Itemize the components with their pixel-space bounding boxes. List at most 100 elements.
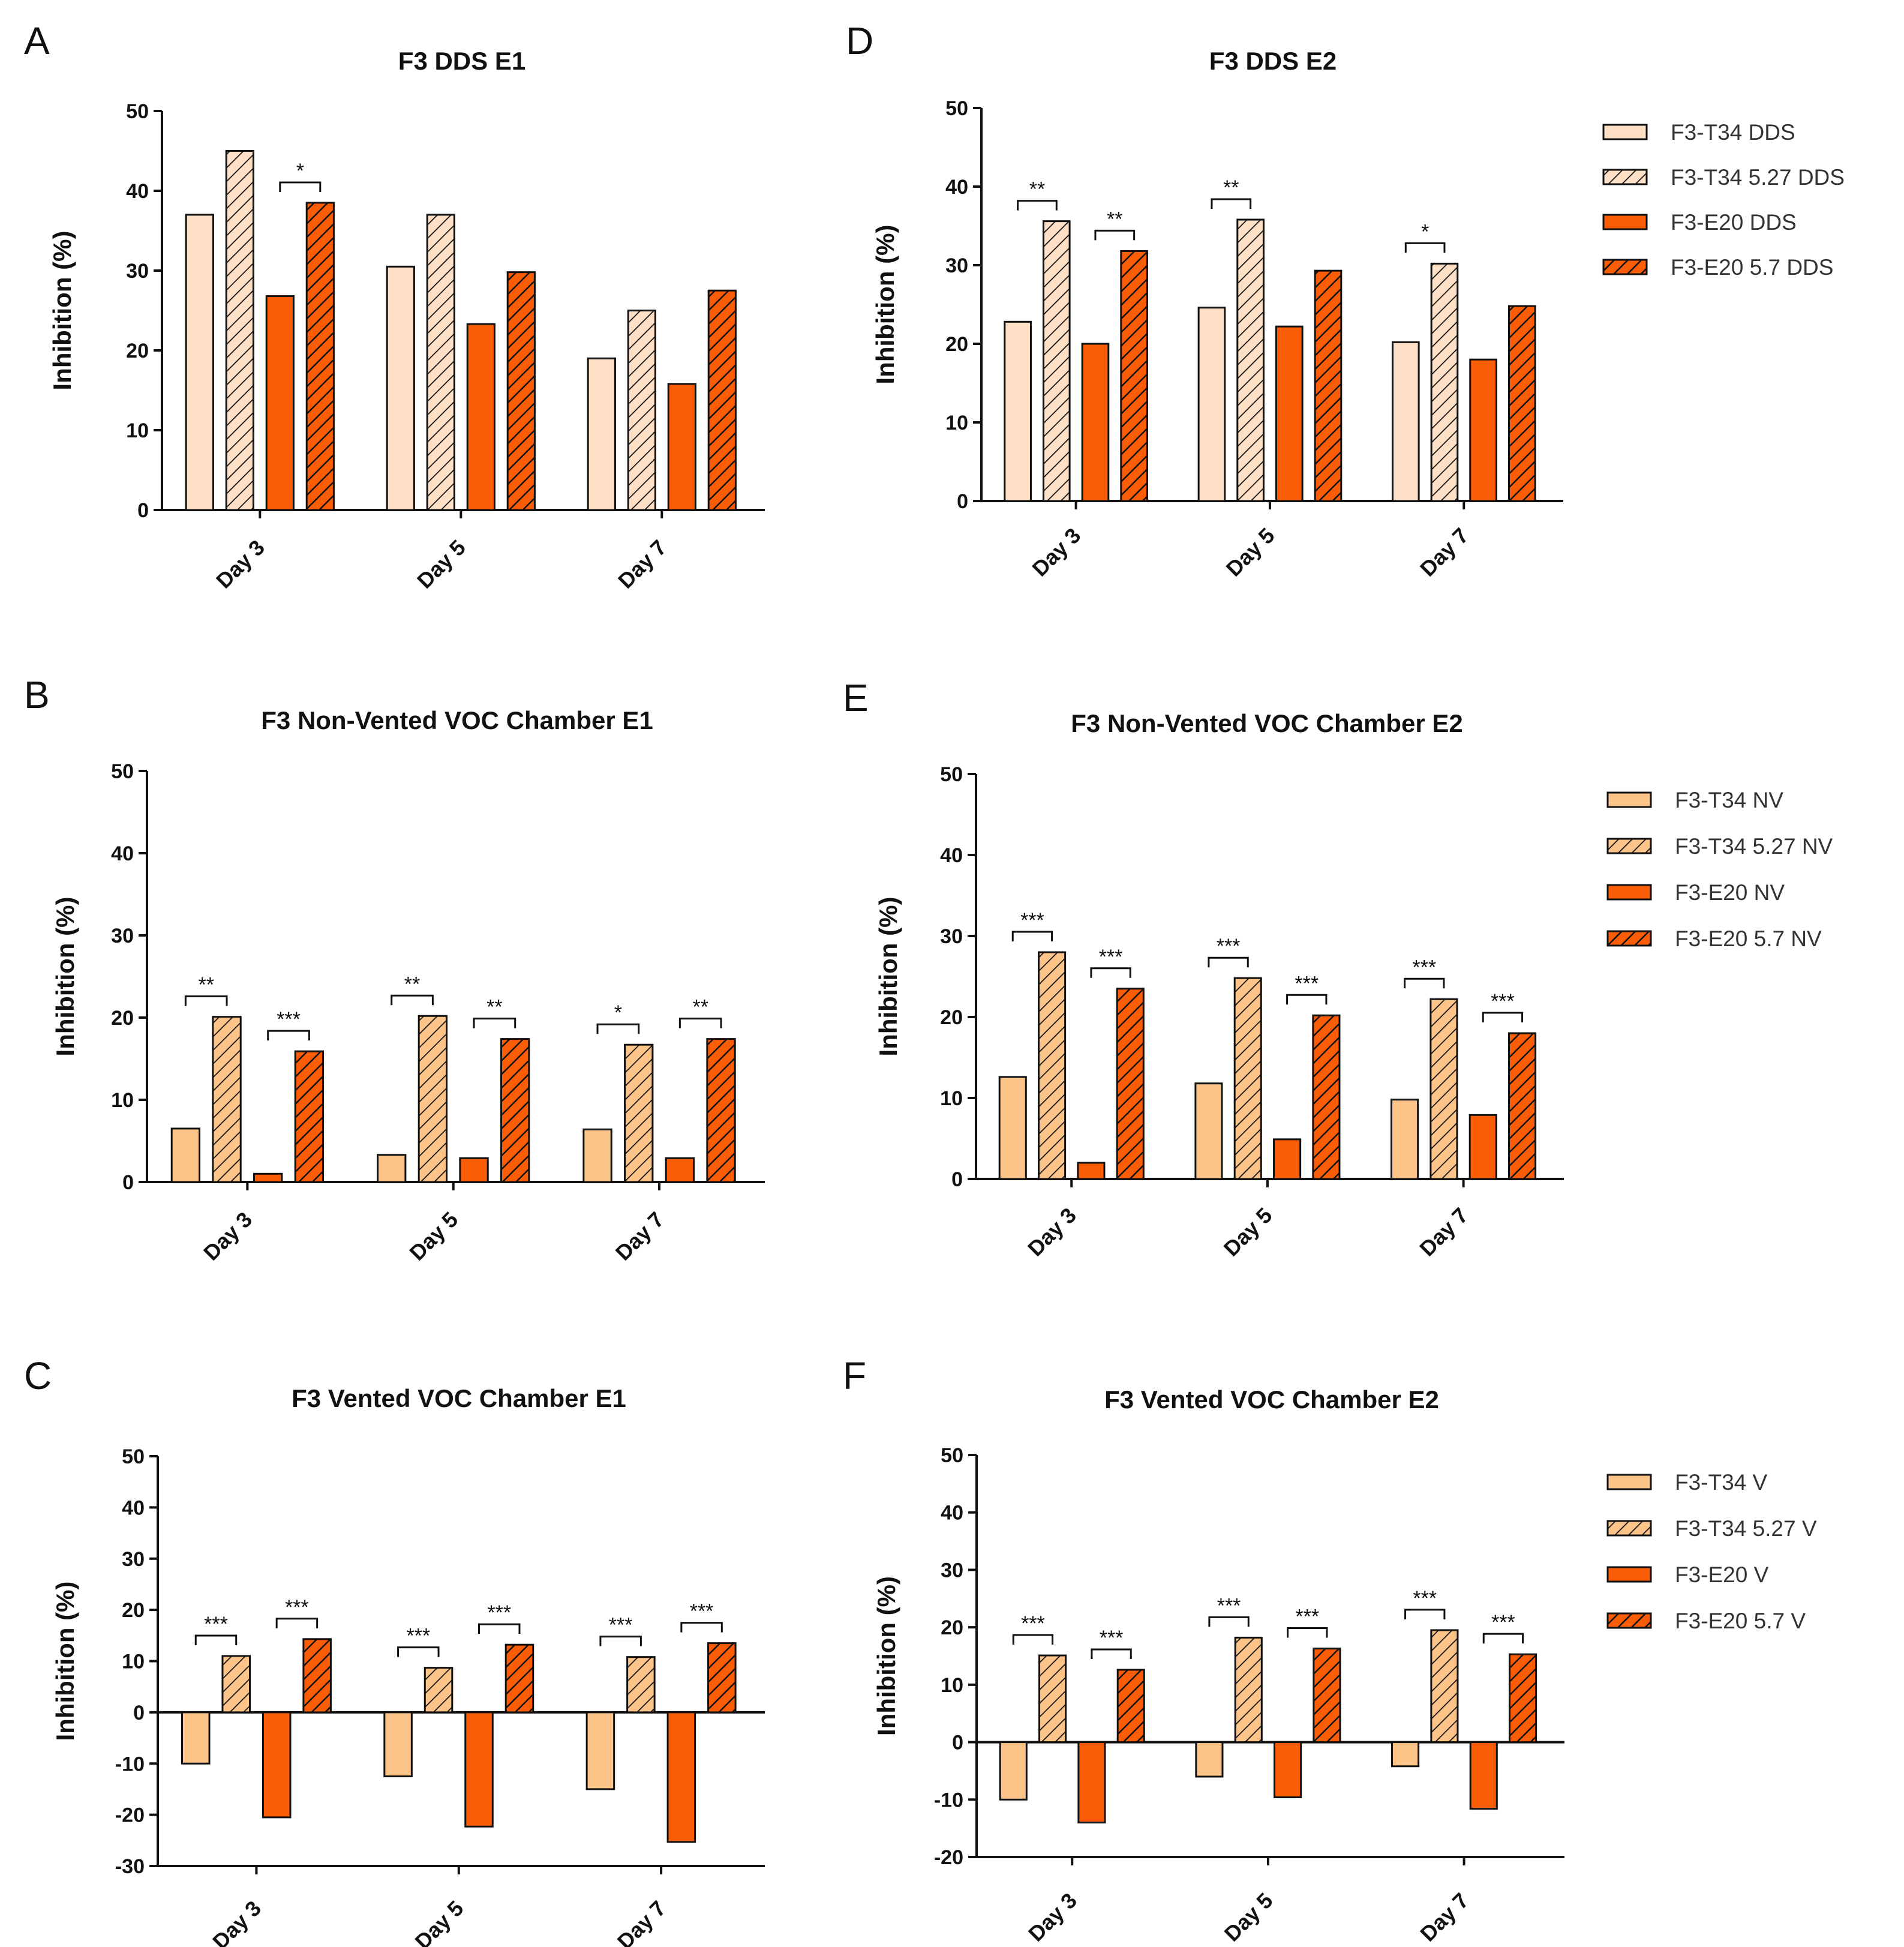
bar-e20-hatched — [707, 289, 737, 511]
x-tick-label: Day 5 — [412, 535, 470, 593]
bar-e20-hatched — [504, 1643, 534, 1714]
y-axis-label: Inhibition (%) — [871, 225, 899, 385]
significance-label: * — [296, 160, 304, 182]
bar-e20-hatched — [1312, 1014, 1341, 1180]
legend-swatch-e20-hatched — [1606, 1612, 1652, 1629]
y-tick-label: 50 — [111, 760, 134, 783]
y-axis-label: Inhibition (%) — [51, 1582, 79, 1741]
significance-bracket — [391, 994, 434, 1006]
y-tick-label: 0 — [133, 1702, 145, 1724]
significance-bracket — [194, 1634, 238, 1645]
significance-label: *** — [609, 1614, 633, 1637]
bar-t34-hatched — [1430, 262, 1459, 502]
significance-label: *** — [1295, 972, 1319, 995]
significance-label: *** — [1217, 935, 1241, 958]
legend-label: F3-T34 5.27 DDS — [1671, 165, 1845, 190]
bar-t34-hatched — [624, 1043, 654, 1183]
significance-label: *** — [1100, 1627, 1124, 1649]
panel-d: D F3 DDS E2 Inhibition (%) 0 10 20 30 40 50 Day 3… — [846, 19, 1845, 581]
significance-label: *** — [1021, 1612, 1045, 1635]
significance-bracket — [1482, 1012, 1524, 1022]
bar-e20-hatched — [1313, 1648, 1341, 1744]
bar-e20 — [262, 1711, 292, 1819]
significance-label: ** — [198, 974, 214, 997]
significance-label: *** — [1491, 990, 1515, 1013]
legend-label: F3-E20 V — [1675, 1562, 1769, 1587]
bar-t34-hatched — [1233, 977, 1262, 1180]
significance-label: ** — [1107, 208, 1122, 230]
y-tick-label: 10 — [940, 1087, 963, 1110]
bar-e20-hatched — [1509, 1653, 1537, 1744]
y-tick-label: 30 — [126, 260, 149, 283]
bar-e20 — [459, 1157, 489, 1183]
legend-swatch-t34 — [1602, 124, 1648, 140]
panel-f: F F3 Vented VOC Chamber E2 Inhibition (%) -… — [843, 1354, 1817, 1946]
chart-title: F3 DDS E1 — [398, 47, 525, 75]
bar-t34-hatched — [627, 310, 656, 511]
y-tick-label: -10 — [115, 1753, 145, 1775]
legend-swatch-e20-hatched — [1606, 930, 1652, 947]
bar-t34-hatched — [1038, 1654, 1067, 1744]
y-tick-label: 0 — [137, 499, 149, 522]
significance-label: ** — [1029, 178, 1045, 201]
bar-e20 — [1469, 358, 1497, 502]
y-tick-label: 30 — [940, 925, 963, 948]
legend-swatch-t34-hatched — [1606, 838, 1652, 854]
legend-swatch-t34-hatched — [1606, 1520, 1652, 1537]
bar-t34 — [181, 1711, 211, 1765]
significance-bracket — [1091, 1648, 1132, 1659]
bar-t34-hatched — [1430, 1629, 1459, 1744]
significance-bracket — [397, 1646, 440, 1657]
y-tick-label: 40 — [940, 844, 963, 867]
legend-label: F3-E20 5.7 V — [1675, 1609, 1806, 1633]
significance-bracket — [680, 1622, 723, 1633]
bar-t34-hatched — [1236, 218, 1265, 502]
significance-label: ** — [1223, 176, 1239, 199]
bar-e20-hatched — [1507, 305, 1536, 502]
bar-e20-hatched — [500, 1038, 530, 1183]
x-tick-label: Day 3 — [199, 1207, 257, 1265]
y-tick-label: 20 — [126, 340, 149, 362]
significance-bracket — [184, 995, 228, 1006]
legend-swatch-e20-hatched — [1602, 259, 1648, 275]
significance-bracket — [1012, 1634, 1054, 1645]
significance-bracket — [267, 1030, 310, 1041]
significance-label: *** — [204, 1613, 228, 1636]
panel-label: A — [24, 19, 50, 62]
bar-t34 — [1391, 1741, 1420, 1768]
y-axis-label: Inhibition (%) — [874, 897, 902, 1057]
legend-label: F3-E20 5.7 NV — [1675, 926, 1822, 951]
significance-bracket — [1011, 931, 1053, 941]
y-tick-label: 10 — [945, 412, 968, 434]
y-tick-label: 50 — [940, 763, 963, 786]
chart-title: F3 Non-Vented VOC Chamber E1 — [261, 706, 653, 734]
legend: F3-T34 V F3-T34 5.27 V F3-E20 V F3-E20 5.7 … — [1606, 1470, 1817, 1633]
bar-e20-hatched — [1120, 250, 1148, 502]
significance-label: *** — [1491, 1611, 1515, 1634]
legend-swatch-t34 — [1606, 1474, 1652, 1490]
bar-t34 — [170, 1127, 201, 1183]
x-tick-label: Day 7 — [1415, 1203, 1473, 1261]
significance-label: *** — [1020, 909, 1044, 932]
y-tick-label: 0 — [952, 1732, 963, 1754]
y-tick-label: 50 — [122, 1445, 145, 1468]
panel-e: E F3 Non-Vented VOC Chamber E2 Inhibition … — [843, 676, 1833, 1261]
bar-t34 — [1391, 1099, 1419, 1180]
y-tick-label: -30 — [115, 1855, 145, 1878]
y-tick-label: 40 — [941, 1502, 963, 1525]
significance-label: ** — [692, 996, 708, 1019]
y-tick-label: 0 — [951, 1168, 963, 1191]
bar-e20 — [253, 1172, 283, 1183]
y-tick-label: 10 — [126, 419, 149, 442]
bar-t34 — [1197, 307, 1226, 502]
x-tick-label: Day 7 — [1415, 523, 1473, 581]
bar-e20 — [667, 383, 696, 511]
bar-t34 — [1194, 1082, 1223, 1180]
significance-bracket — [1090, 967, 1131, 978]
bar-e20-hatched — [302, 1638, 332, 1714]
y-tick-label: 30 — [945, 254, 968, 277]
significance-bracket — [678, 1018, 722, 1028]
significance-label: *** — [1412, 956, 1436, 979]
chart-title: F3 DDS E2 — [1209, 47, 1337, 75]
x-tick-label: Day 3 — [211, 535, 269, 593]
